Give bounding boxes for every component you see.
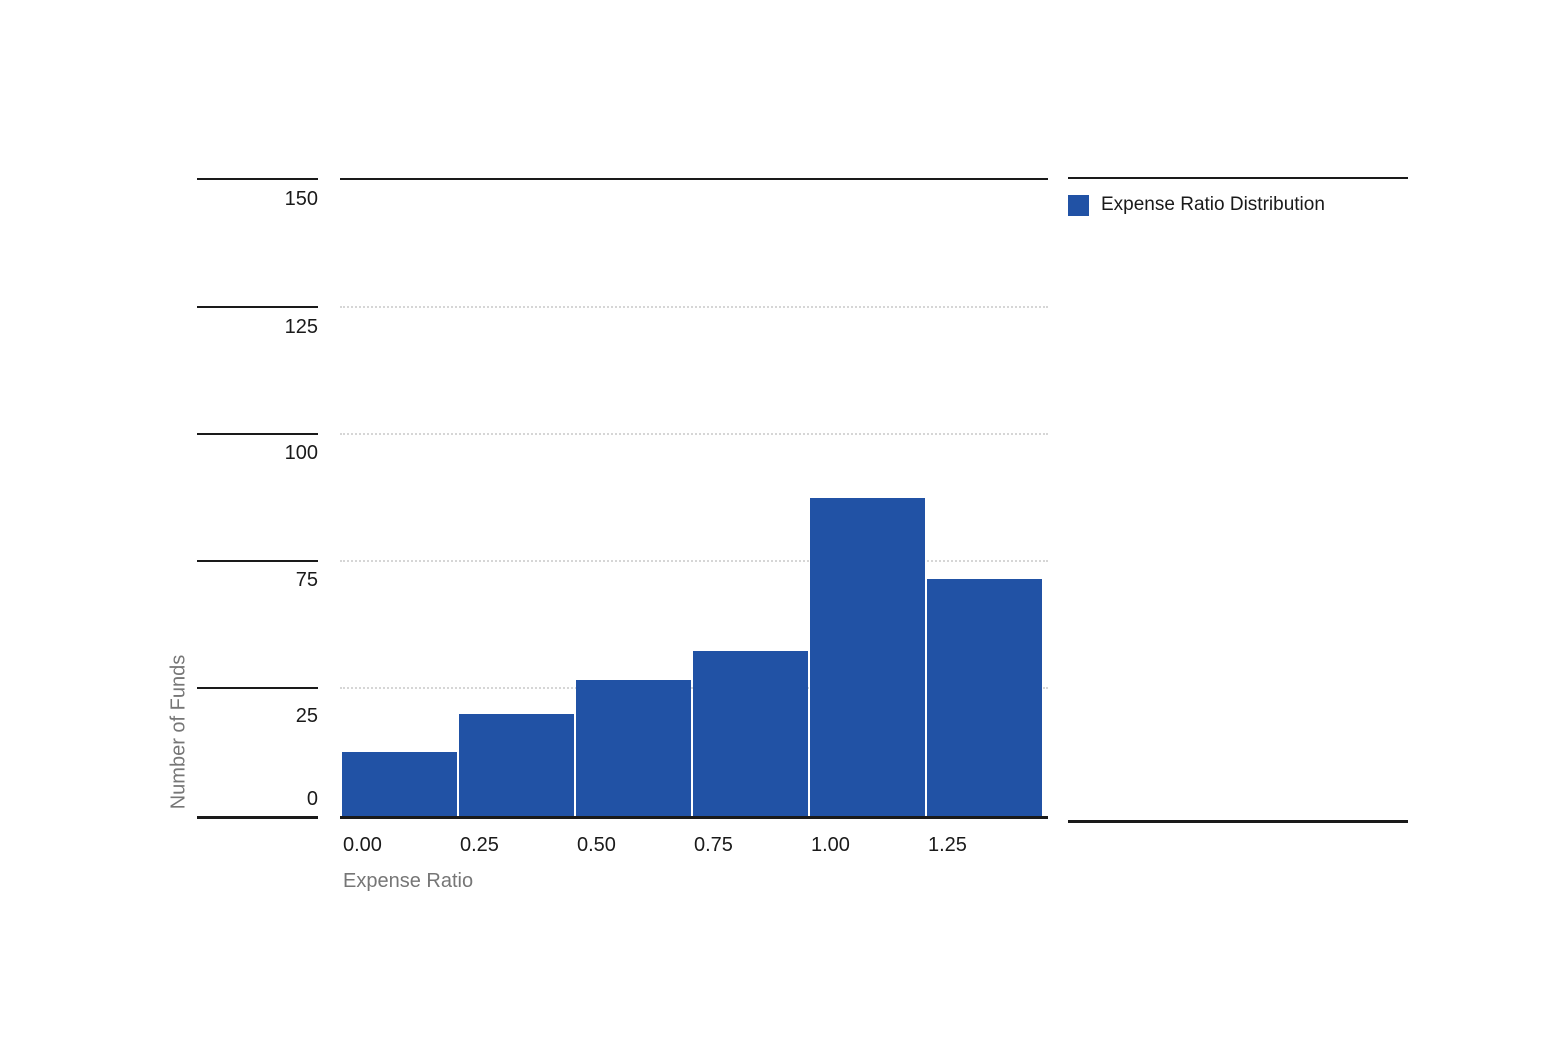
y-tick-label: 100 (284, 442, 318, 464)
legend-label: Expense Ratio Distribution (1101, 194, 1325, 215)
x-tick-label: 0.00 (343, 834, 382, 856)
baseline-plot-segment (340, 816, 1048, 819)
y-tick-line (197, 433, 318, 435)
y-axis-title: Number of Funds (167, 654, 190, 810)
histogram-bar (927, 579, 1042, 816)
baseline-right-segment (1068, 820, 1408, 823)
x-tick-label: 1.25 (928, 834, 967, 856)
gridline (340, 560, 1048, 562)
gridline (340, 306, 1048, 308)
top-axis-line-plot-segment (340, 178, 1048, 180)
y-tick-label: 150 (284, 188, 318, 210)
x-tick-label: 0.25 (460, 834, 499, 856)
y-tick-label: 0 (306, 788, 318, 810)
histogram-bar (459, 714, 574, 816)
histogram-bar (810, 498, 925, 816)
top-axis-line-left-segment (197, 178, 318, 180)
gridline (340, 433, 1048, 435)
y-tick-line (197, 560, 318, 562)
y-tick-label: 25 (295, 705, 318, 727)
legend-color-swatch (1068, 194, 1089, 216)
histogram-bar (342, 752, 457, 816)
top-axis-line-right-segment (1068, 177, 1408, 179)
y-tick-line (197, 687, 318, 689)
legend: Expense Ratio Distribution (1068, 194, 1325, 216)
x-tick-label: 1.00 (811, 834, 850, 856)
histogram-bar (693, 651, 808, 816)
y-tick-line (197, 306, 318, 308)
y-tick-label: 75 (295, 569, 318, 591)
histogram-bar (576, 680, 691, 816)
baseline-left-segment (197, 816, 318, 819)
y-tick-label: 125 (284, 316, 318, 338)
x-tick-label: 0.75 (694, 834, 733, 856)
x-axis-title: Expense Ratio (343, 870, 474, 892)
x-tick-label: 0.50 (577, 834, 616, 856)
